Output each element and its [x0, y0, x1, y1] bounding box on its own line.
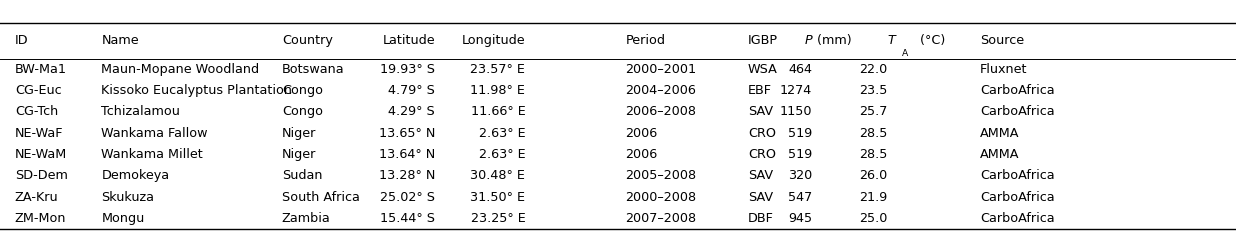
Text: Wankama Fallow: Wankama Fallow	[101, 127, 208, 140]
Text: DBF: DBF	[748, 212, 774, 225]
Text: 25.02° S: 25.02° S	[381, 191, 435, 204]
Text: Zambia: Zambia	[282, 212, 330, 225]
Text: 23.5: 23.5	[859, 84, 887, 97]
Text: Maun-Mopane Woodland: Maun-Mopane Woodland	[101, 63, 260, 76]
Text: 22.0: 22.0	[859, 63, 887, 76]
Text: 2.63° E: 2.63° E	[478, 148, 525, 161]
Text: 945: 945	[787, 212, 812, 225]
Text: Tchizalamou: Tchizalamou	[101, 105, 180, 118]
Text: 25.0: 25.0	[859, 212, 887, 225]
Text: CarboAfrica: CarboAfrica	[980, 84, 1054, 97]
Text: Demokeya: Demokeya	[101, 169, 169, 183]
Text: AMMA: AMMA	[980, 148, 1020, 161]
Text: Period: Period	[625, 34, 665, 48]
Text: Kissoko Eucalyptus Plantation: Kissoko Eucalyptus Plantation	[101, 84, 293, 97]
Text: 1150: 1150	[780, 105, 812, 118]
Text: 2006: 2006	[625, 127, 658, 140]
Text: 30.48° E: 30.48° E	[471, 169, 525, 183]
Text: Niger: Niger	[282, 127, 316, 140]
Text: (mm): (mm)	[813, 34, 852, 48]
Text: CG-Euc: CG-Euc	[15, 84, 62, 97]
Text: SD-Dem: SD-Dem	[15, 169, 68, 183]
Text: A: A	[901, 49, 908, 58]
Text: Congo: Congo	[282, 84, 323, 97]
Text: CG-Tch: CG-Tch	[15, 105, 58, 118]
Text: Skukuza: Skukuza	[101, 191, 154, 204]
Text: 4.79° S: 4.79° S	[388, 84, 435, 97]
Text: 19.93° S: 19.93° S	[381, 63, 435, 76]
Text: Niger: Niger	[282, 148, 316, 161]
Text: Name: Name	[101, 34, 138, 48]
Text: CRO: CRO	[748, 127, 776, 140]
Text: T: T	[887, 34, 895, 48]
Text: 26.0: 26.0	[859, 169, 887, 183]
Text: 464: 464	[789, 63, 812, 76]
Text: 11.98° E: 11.98° E	[471, 84, 525, 97]
Text: Source: Source	[980, 34, 1025, 48]
Text: Congo: Congo	[282, 105, 323, 118]
Text: (°C): (°C)	[916, 34, 946, 48]
Text: 15.44° S: 15.44° S	[381, 212, 435, 225]
Text: 11.66° E: 11.66° E	[471, 105, 525, 118]
Text: Longitude: Longitude	[462, 34, 525, 48]
Text: 519: 519	[787, 127, 812, 140]
Text: 2000–2008: 2000–2008	[625, 191, 697, 204]
Text: 28.5: 28.5	[859, 148, 887, 161]
Text: ID: ID	[15, 34, 28, 48]
Text: 320: 320	[787, 169, 812, 183]
Text: AMMA: AMMA	[980, 127, 1020, 140]
Text: SAV: SAV	[748, 169, 772, 183]
Text: 2004–2006: 2004–2006	[625, 84, 696, 97]
Text: 2007–2008: 2007–2008	[625, 212, 697, 225]
Text: ZA-Kru: ZA-Kru	[15, 191, 58, 204]
Text: Latitude: Latitude	[382, 34, 435, 48]
Text: CarboAfrica: CarboAfrica	[980, 169, 1054, 183]
Text: NE-WaM: NE-WaM	[15, 148, 67, 161]
Text: 2005–2008: 2005–2008	[625, 169, 697, 183]
Text: 23.25° E: 23.25° E	[471, 212, 525, 225]
Text: SAV: SAV	[748, 191, 772, 204]
Text: CarboAfrica: CarboAfrica	[980, 105, 1054, 118]
Text: NE-WaF: NE-WaF	[15, 127, 63, 140]
Text: 1274: 1274	[780, 84, 812, 97]
Text: 23.57° E: 23.57° E	[471, 63, 525, 76]
Text: 21.9: 21.9	[859, 191, 887, 204]
Text: 25.7: 25.7	[859, 105, 887, 118]
Text: Country: Country	[282, 34, 332, 48]
Text: 13.65° N: 13.65° N	[378, 127, 435, 140]
Text: WSA: WSA	[748, 63, 777, 76]
Text: 31.50° E: 31.50° E	[471, 191, 525, 204]
Text: CRO: CRO	[748, 148, 776, 161]
Text: SAV: SAV	[748, 105, 772, 118]
Text: EBF: EBF	[748, 84, 771, 97]
Text: IGBP: IGBP	[748, 34, 777, 48]
Text: 4.29° S: 4.29° S	[388, 105, 435, 118]
Text: 2000–2001: 2000–2001	[625, 63, 697, 76]
Text: BW-Ma1: BW-Ma1	[15, 63, 67, 76]
Text: 28.5: 28.5	[859, 127, 887, 140]
Text: South Africa: South Africa	[282, 191, 360, 204]
Text: 2006–2008: 2006–2008	[625, 105, 696, 118]
Text: Botswana: Botswana	[282, 63, 345, 76]
Text: Sudan: Sudan	[282, 169, 323, 183]
Text: Wankama Millet: Wankama Millet	[101, 148, 203, 161]
Text: 2.63° E: 2.63° E	[478, 127, 525, 140]
Text: CarboAfrica: CarboAfrica	[980, 212, 1054, 225]
Text: CarboAfrica: CarboAfrica	[980, 191, 1054, 204]
Text: 13.28° N: 13.28° N	[378, 169, 435, 183]
Text: Fluxnet: Fluxnet	[980, 63, 1027, 76]
Text: 519: 519	[787, 148, 812, 161]
Text: Mongu: Mongu	[101, 212, 145, 225]
Text: 13.64° N: 13.64° N	[378, 148, 435, 161]
Text: P: P	[805, 34, 812, 48]
Text: 2006: 2006	[625, 148, 658, 161]
Text: 547: 547	[787, 191, 812, 204]
Text: ZM-Mon: ZM-Mon	[15, 212, 67, 225]
